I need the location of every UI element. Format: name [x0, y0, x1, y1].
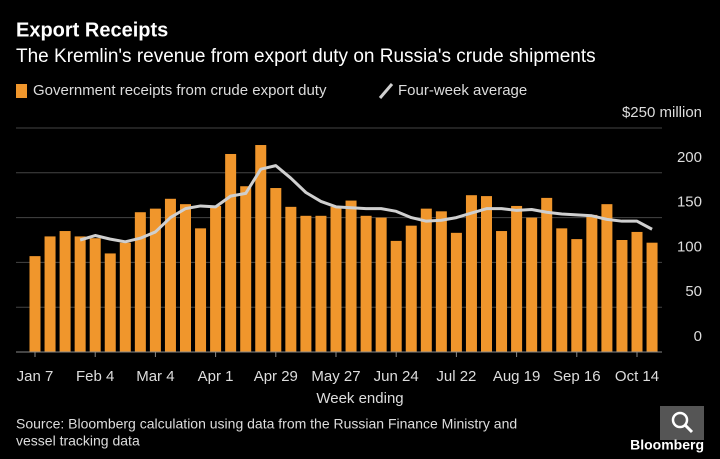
x-axis-label: Week ending: [316, 390, 403, 407]
legend-label: Government receipts from crude export du…: [33, 82, 327, 99]
bar: [601, 204, 613, 352]
y-tick-label: 50: [685, 283, 702, 300]
logo: Bloomberg: [630, 437, 704, 453]
bar: [586, 214, 598, 352]
bar: [360, 215, 372, 352]
chart-title: Export Receipts: [16, 19, 168, 41]
search-icon: [671, 411, 689, 429]
legend-label: Four-week average: [398, 82, 527, 99]
bar: [481, 196, 492, 352]
bar: [315, 215, 327, 352]
bar: [240, 186, 252, 352]
legend-swatch: [16, 84, 27, 98]
bar: [556, 228, 568, 352]
bar: [134, 212, 146, 352]
bar: [59, 231, 71, 352]
bar: [511, 205, 523, 352]
search-icon: [683, 423, 694, 434]
x-tick-label: Sep 16: [553, 368, 601, 385]
bar: [571, 239, 583, 352]
bar: [345, 200, 357, 352]
bar: [104, 253, 116, 352]
source-line-1: Source: Bloomberg calculation using data…: [16, 416, 517, 432]
bar: [496, 231, 508, 352]
bar: [450, 232, 462, 352]
legend-swatch: [378, 83, 394, 99]
search-button[interactable]: [660, 406, 704, 440]
x-tick-label: Jul 22: [436, 368, 476, 385]
x-tick-label: Apr 29: [254, 368, 298, 385]
x-tick-label: Oct 14: [615, 368, 659, 385]
y-tick-label: 150: [677, 194, 702, 211]
bar: [390, 240, 402, 352]
average-line: [79, 164, 653, 244]
bar: [330, 206, 342, 352]
y-tick-label: 0: [694, 328, 702, 345]
bar: [420, 208, 432, 352]
bar: [270, 188, 282, 352]
y-tick-label: $250 million: [622, 104, 702, 121]
bar: [526, 217, 538, 352]
x-tick-label: Feb 4: [76, 368, 114, 385]
bar: [74, 236, 86, 352]
bar: [616, 240, 628, 352]
bar: [44, 236, 56, 352]
bar: [180, 204, 191, 352]
x-tick-label: May 27: [311, 368, 360, 385]
bar: [631, 231, 643, 352]
x-tick-label: Jun 24: [374, 368, 419, 385]
bar: [195, 228, 207, 352]
bar: [405, 225, 417, 352]
bar: [300, 215, 312, 352]
bar: [465, 195, 477, 352]
bar: [646, 242, 658, 352]
bar: [164, 198, 176, 352]
bar: [89, 238, 101, 352]
x-tick-label: Aug 19: [493, 368, 541, 385]
x-tick-label: Apr 1: [198, 368, 234, 385]
bar: [119, 242, 131, 352]
source-line-2: vessel tracking data: [16, 433, 140, 449]
x-tick-label: Mar 4: [136, 368, 174, 385]
bar: [210, 205, 222, 352]
bar: [225, 153, 237, 352]
bar: [375, 217, 387, 352]
y-tick-label: 200: [677, 149, 702, 166]
y-tick-label: 100: [677, 238, 702, 255]
bar: [149, 208, 161, 352]
bar: [285, 206, 297, 352]
bar: [435, 211, 447, 352]
bar: [29, 256, 41, 352]
chart-subtitle: The Kremlin's revenue from export duty o…: [16, 46, 596, 67]
bar: [255, 145, 267, 352]
bar: [541, 197, 553, 352]
x-tick-label: Jan 7: [17, 368, 54, 385]
